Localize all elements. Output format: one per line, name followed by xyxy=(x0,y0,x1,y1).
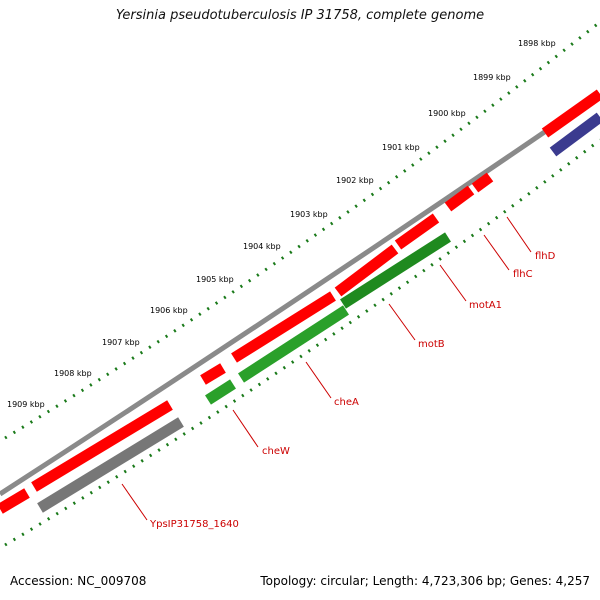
gene-forward-edge-left[interactable] xyxy=(0,488,30,514)
scale-label: 1909 kbp xyxy=(7,400,45,409)
gene-label-cheA: cheA xyxy=(334,397,359,408)
gene-label-YpsIP31758_1640: YpsIP31758_1640 xyxy=(149,519,239,530)
gene-label-motA1: motA1 xyxy=(469,300,502,311)
leader-motA1 xyxy=(439,264,467,302)
scale-label: 1899 kbp xyxy=(473,73,511,82)
genome-summary-text: Topology: circular; Length: 4,723,306 bp… xyxy=(260,574,590,588)
leader-cheW xyxy=(232,409,259,448)
inner-tick-track xyxy=(4,138,600,547)
label-leaders xyxy=(121,216,532,521)
scale-label: 1907 kbp xyxy=(102,338,140,347)
outer-tick-track xyxy=(4,20,600,440)
gene-flhD[interactable] xyxy=(471,172,494,193)
genome-backbone xyxy=(0,91,600,497)
gene-motB-motA1[interactable] xyxy=(340,232,451,309)
gene-cheA[interactable] xyxy=(238,305,349,383)
leader-flhC xyxy=(483,234,510,271)
forward-strand-genes xyxy=(0,89,600,514)
gene-label-motB: motB xyxy=(418,339,445,350)
scale-labels: 1898 kbp 1899 kbp 1900 kbp 1901 kbp 1902… xyxy=(7,39,556,409)
scale-label: 1902 kbp xyxy=(336,176,374,185)
gene-forward-1[interactable] xyxy=(231,291,336,363)
leader-motB xyxy=(388,303,416,341)
gene-forward-1640-upstream[interactable] xyxy=(31,400,173,492)
scale-label: 1900 kbp xyxy=(428,109,466,118)
gene-reverse-edge-right[interactable] xyxy=(549,112,600,157)
reverse-strand-genes xyxy=(37,112,600,513)
leader-cheA xyxy=(305,361,332,399)
gene-label-cheW: cheW xyxy=(262,446,290,457)
scale-label: 1905 kbp xyxy=(196,275,234,284)
scale-label: 1908 kbp xyxy=(54,369,92,378)
gene-forward-3[interactable] xyxy=(394,213,440,250)
leader-flhD xyxy=(506,216,532,253)
gene-YpsIP31758_1640[interactable] xyxy=(37,417,184,513)
scale-label: 1906 kbp xyxy=(150,306,188,315)
inner-minor-ticks xyxy=(4,138,600,547)
map-title: Yersinia pseudotuberculosis IP 31758, co… xyxy=(115,8,485,23)
gene-label-flhC: flhC xyxy=(513,269,533,280)
accession-text: Accession: NC_009708 xyxy=(10,574,147,588)
gene-label-flhD: flhD xyxy=(535,251,556,262)
outer-minor-ticks xyxy=(4,20,600,440)
scale-label: 1901 kbp xyxy=(382,143,420,152)
gene-forward-2[interactable] xyxy=(334,244,399,297)
scale-label: 1898 kbp xyxy=(518,39,556,48)
scale-label: 1903 kbp xyxy=(290,210,328,219)
gene-forward-edge-right[interactable] xyxy=(541,89,600,138)
leader-YpsIP31758_1640 xyxy=(121,483,148,521)
gene-cheW[interactable] xyxy=(205,379,236,405)
gene-flhC[interactable] xyxy=(444,185,475,212)
gene-forward-small[interactable] xyxy=(200,363,226,385)
scale-label: 1904 kbp xyxy=(243,242,281,251)
gene-labels: flhD flhC motA1 motB cheA cheW YpsIP3175… xyxy=(149,251,556,530)
